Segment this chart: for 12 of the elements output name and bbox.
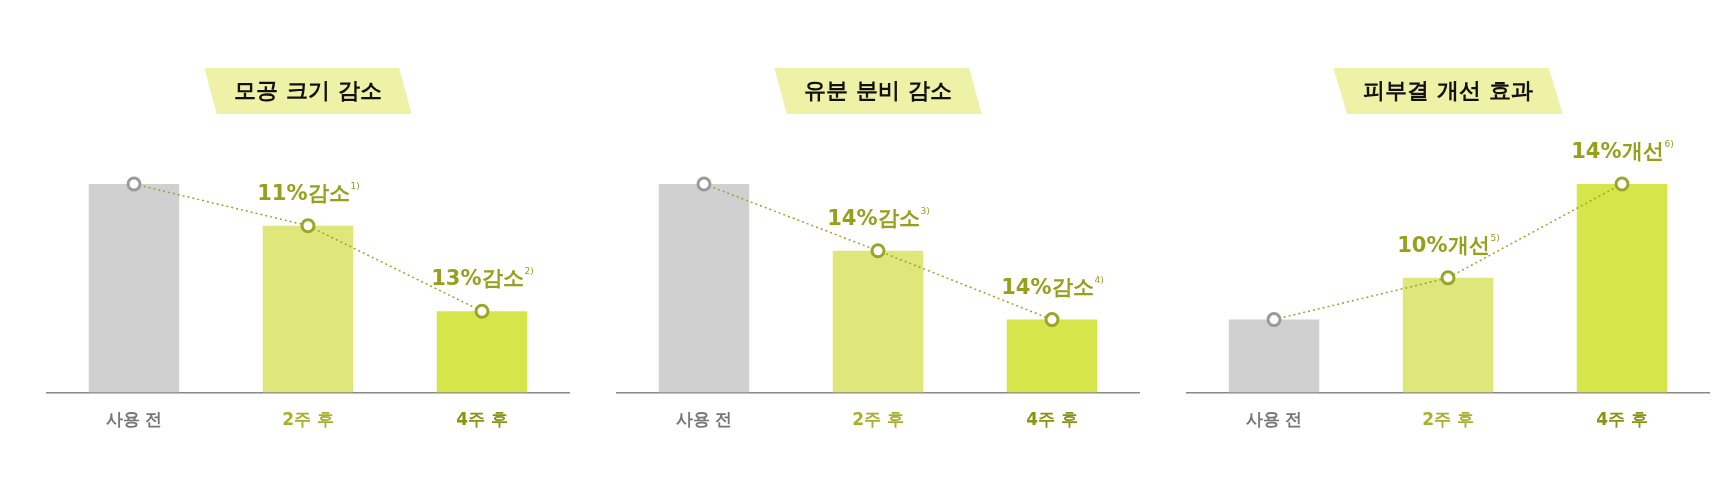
x-tick-label: 사용 전 — [675, 409, 733, 430]
x-tick-label: 2주 후 — [282, 409, 334, 430]
x-tick-label: 4주 후 — [1596, 409, 1648, 430]
x-tick-label: 4주 후 — [456, 409, 508, 430]
x-tick-label: 2주 후 — [1422, 409, 1474, 430]
x-tick-label: 사용 전 — [105, 409, 163, 430]
chart-title: 유분 분비 감소 — [804, 77, 952, 105]
chart-title: 모공 크기 감소 — [234, 77, 382, 105]
x-tick-label: 2주 후 — [852, 409, 904, 430]
x-tick-label: 사용 전 — [1245, 409, 1303, 430]
x-tick-label: 4주 후 — [1026, 409, 1078, 430]
chart-title: 피부결 개선 효과 — [1363, 77, 1533, 105]
